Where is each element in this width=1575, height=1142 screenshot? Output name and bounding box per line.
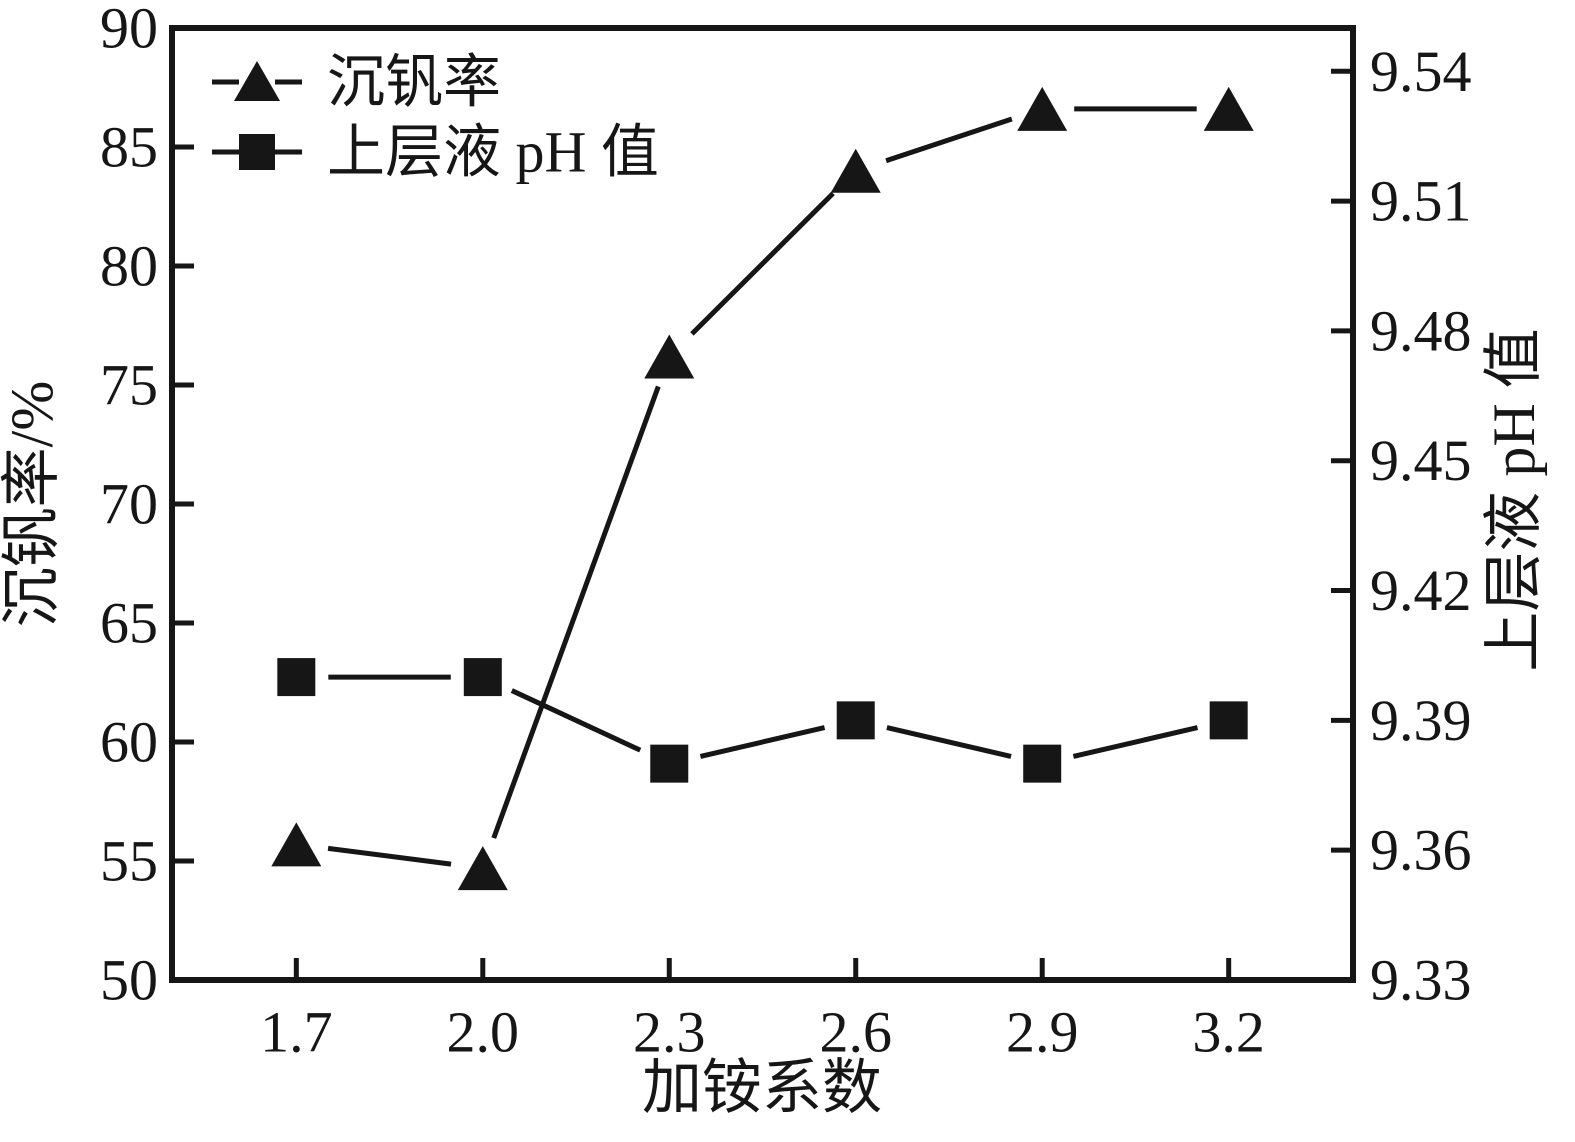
series-segment <box>699 725 826 759</box>
series-segment <box>491 385 661 839</box>
left-y-tick-label: 65 <box>100 591 158 656</box>
left-y-tick-label: 85 <box>100 115 158 180</box>
axis-tick-labels: 1.7 2.0 2.3 2.6 2.9 3.2 50 55 60 65 70 75 80 85 90 9.33… <box>100 0 1472 1065</box>
x-axis-label: 加铵系数 <box>642 1055 882 1121</box>
series-segment <box>885 116 1013 164</box>
left-y-tick-label: 60 <box>100 710 158 775</box>
x-tick-label: 2.9 <box>1006 1000 1079 1065</box>
right-y-tick-label: 9.48 <box>1370 298 1472 363</box>
right-y-tick-label: 9.42 <box>1370 558 1472 623</box>
right-y-tick-label: 9.45 <box>1370 428 1472 493</box>
series-markers <box>271 86 1254 891</box>
right-y-tick-label: 9.33 <box>1370 948 1472 1013</box>
series-segment <box>886 725 1012 759</box>
left-y-tick-label: 75 <box>100 353 158 418</box>
x-tick-label: 1.7 <box>260 1000 333 1065</box>
right-y-tick-label: 9.39 <box>1370 688 1472 753</box>
triangle-marker-icon <box>830 148 881 193</box>
left-y-tick-label: 55 <box>100 829 158 894</box>
left-y-axis-label: 沉钒率/% <box>0 381 65 628</box>
right-y-axis-label: 上层液 pH 值 <box>1481 328 1547 671</box>
series-segment <box>1072 725 1199 759</box>
series-segment <box>327 845 452 867</box>
series-segment <box>690 191 835 336</box>
legend-item-precipitation-rate: 沉钒率 <box>212 50 501 115</box>
square-marker-icon <box>836 701 875 740</box>
axis-ticks <box>172 25 1353 983</box>
x-tick-label: 2.6 <box>819 1000 892 1065</box>
square-marker-icon <box>1209 701 1248 740</box>
series-segment <box>510 688 642 753</box>
right-y-tick-label: 9.51 <box>1370 169 1472 234</box>
left-y-tick-label: 70 <box>100 472 158 537</box>
right-y-tick-label: 9.36 <box>1370 818 1472 883</box>
series-lines <box>327 106 1199 867</box>
left-y-tick-label: 90 <box>100 0 158 61</box>
legend: 沉钒率 上层液 pH 值 <box>212 50 659 185</box>
legend-label-precipitation-rate: 沉钒率 <box>327 50 501 115</box>
left-y-tick-label: 50 <box>100 948 158 1013</box>
square-marker-icon <box>463 658 502 697</box>
square-marker-icon <box>277 658 316 697</box>
triangle-marker-icon <box>1017 86 1068 131</box>
square-marker-icon <box>650 744 689 783</box>
triangle-marker-icon <box>457 846 508 891</box>
legend-item-ph: 上层液 pH 值 <box>212 120 659 185</box>
x-tick-label: 3.2 <box>1192 1000 1265 1065</box>
x-tick-label: 2.0 <box>447 1000 520 1065</box>
square-marker-icon <box>239 134 275 170</box>
square-marker-icon <box>1023 744 1062 783</box>
triangle-marker-icon <box>1203 86 1254 131</box>
legend-label-ph: 上层液 pH 值 <box>327 120 659 185</box>
left-y-tick-label: 80 <box>100 234 158 299</box>
right-y-tick-label: 9.54 <box>1370 39 1472 104</box>
x-tick-label: 2.3 <box>633 1000 706 1065</box>
triangle-marker-icon <box>234 61 280 101</box>
triangle-marker-icon <box>644 334 695 379</box>
triangle-marker-icon <box>271 822 322 867</box>
